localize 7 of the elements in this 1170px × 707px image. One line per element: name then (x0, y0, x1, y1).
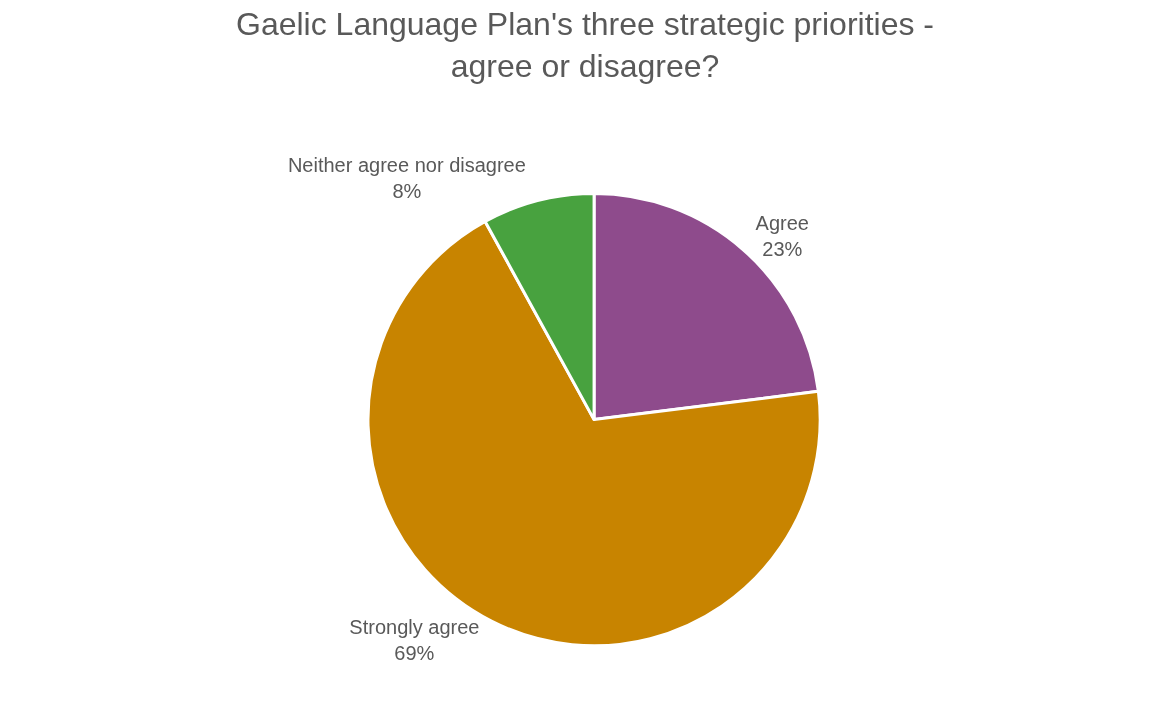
chart-title: Gaelic Language Plan's three strategic priorities - agree or disagree? (235, 6, 935, 84)
data-label: 8% (392, 180, 422, 203)
data-label: 69% (394, 642, 435, 665)
data-label: 23% (762, 238, 803, 261)
slice-label: Strongly agree (349, 616, 480, 639)
slice-label: Agree (755, 212, 809, 235)
slice-label: Neither agree nor disagree (287, 154, 526, 177)
